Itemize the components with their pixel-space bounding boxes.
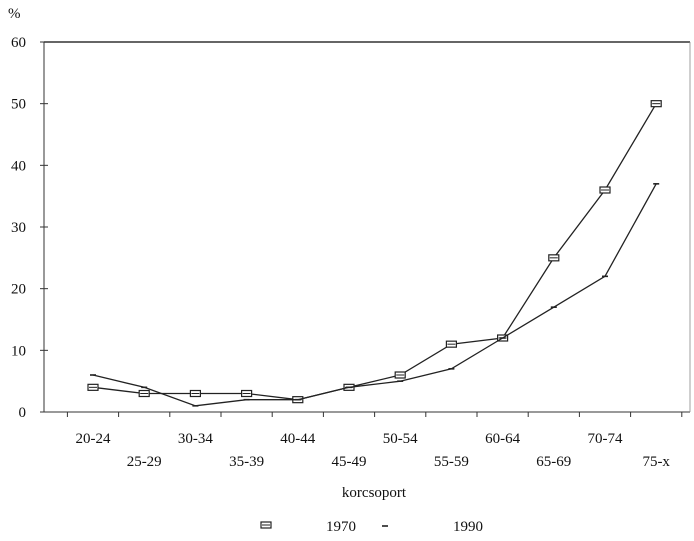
y-axis: 0 10 20 30 40 50 60 xyxy=(11,35,48,421)
x-tick-label: 20-24 xyxy=(76,431,111,447)
x-axis: 20-24 25-29 30-34 35-39 40-44 45-49 50-54 55-59… xyxy=(66,412,683,470)
x-axis-title: korcsoport xyxy=(342,485,407,501)
data-point-1970 xyxy=(650,100,662,108)
series-layer xyxy=(87,100,662,407)
series-1970 xyxy=(87,100,662,404)
y-tick-label: 20 xyxy=(11,282,26,298)
y-axis-title: % xyxy=(8,6,21,22)
x-tick-label: 70-74 xyxy=(588,431,623,447)
x-tick-label: 75-x xyxy=(642,454,670,470)
x-tick-label: 30-34 xyxy=(178,431,213,447)
y-tick-label: 50 xyxy=(11,97,26,113)
legend-label-1990: 1990 xyxy=(453,519,483,535)
x-tick-label: 60-64 xyxy=(485,431,520,447)
data-point-1970 xyxy=(599,186,611,194)
data-point-1970 xyxy=(548,254,560,262)
y-tick-label: 0 xyxy=(19,405,27,421)
series-line-1990 xyxy=(92,183,657,407)
legend: 1970 1990 xyxy=(260,519,483,535)
y-tick-label: 40 xyxy=(11,158,26,174)
data-point-1970 xyxy=(241,389,253,398)
data-point-1970 xyxy=(394,371,406,379)
y-tick-label: 30 xyxy=(11,220,26,236)
data-point-1970 xyxy=(189,389,201,398)
x-tick-label: 40-44 xyxy=(280,431,315,447)
y-tick-label: 60 xyxy=(11,35,26,51)
data-point-1970 xyxy=(445,340,457,348)
plot-frame xyxy=(43,41,691,413)
y-tick-label: 10 xyxy=(11,343,26,359)
x-tick-label: 65-69 xyxy=(536,454,571,470)
x-tick-label: 50-54 xyxy=(383,431,418,447)
legend-marker-1970 xyxy=(260,521,272,529)
x-tick-label: 55-59 xyxy=(434,454,469,470)
x-tick-label: 25-29 xyxy=(127,454,162,470)
x-tick-label: 45-49 xyxy=(332,454,367,470)
series-1990 xyxy=(90,183,660,407)
data-point-1970 xyxy=(138,389,150,398)
series-line-1970 xyxy=(92,103,657,401)
data-point-1970 xyxy=(87,383,99,391)
legend-label-1970: 1970 xyxy=(326,519,356,535)
x-tick-label: 35-39 xyxy=(229,454,264,470)
